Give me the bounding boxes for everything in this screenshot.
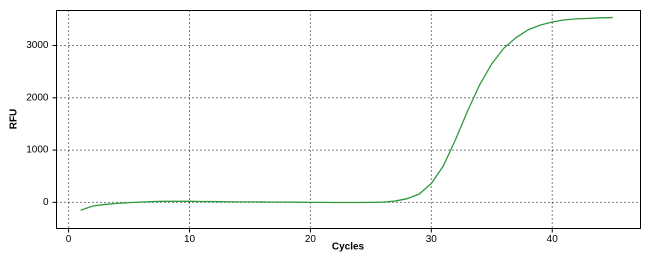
- plot-frame: [56, 10, 641, 229]
- y-tick-label: 3000: [26, 40, 49, 51]
- y-tick-label: 2000: [26, 92, 49, 103]
- data-line: [80, 16, 613, 211]
- x-tick-label: 40: [547, 234, 559, 245]
- x-axis-label: Cycles: [332, 242, 365, 253]
- x-tick-label: 0: [66, 234, 72, 245]
- y-axis-label: RFU: [9, 109, 20, 130]
- x-tick-label: 30: [426, 234, 438, 245]
- x-tick-label: 20: [305, 234, 317, 245]
- y-tick-label: 0: [43, 197, 49, 208]
- x-tick-label: 10: [184, 234, 196, 245]
- y-tick-label: 1000: [26, 145, 49, 156]
